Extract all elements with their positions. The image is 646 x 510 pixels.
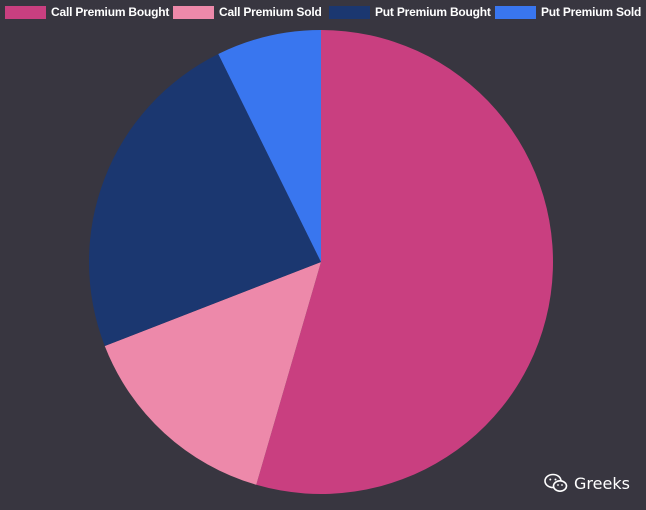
pie-slice-put-premium-sold[interactable] [218, 30, 321, 262]
legend-swatch [173, 5, 214, 19]
legend-label: Put Premium Sold [541, 5, 642, 19]
legend-label: Put Premium Bought [375, 5, 491, 19]
watermark-text: Greeks [574, 473, 630, 493]
legend-item-call-premium-bought[interactable]: Call Premium Bought [5, 4, 169, 20]
legend-item-call-premium-sold[interactable]: Call Premium Sold [173, 4, 322, 20]
legend-label: Call Premium Bought [51, 5, 170, 19]
wechat-icon [544, 473, 568, 492]
legend-item-put-premium-sold[interactable]: Put Premium Sold [495, 4, 641, 20]
legend-swatch [495, 5, 536, 19]
chart-legend: Call Premium Bought Call Premium Sold Pu… [0, 0, 646, 24]
pie-slices [89, 30, 553, 494]
pie-slice-call-premium-bought[interactable] [256, 30, 553, 494]
legend-item-put-premium-bought[interactable]: Put Premium Bought [329, 4, 491, 20]
watermark: Greeks [544, 472, 630, 494]
pie-slice-put-premium-bought[interactable] [89, 53, 321, 347]
pie-slice-call-premium-sold[interactable] [104, 262, 322, 485]
legend-swatch [5, 5, 46, 19]
legend-label: Call Premium Sold [219, 5, 322, 19]
legend-swatch [329, 5, 370, 19]
